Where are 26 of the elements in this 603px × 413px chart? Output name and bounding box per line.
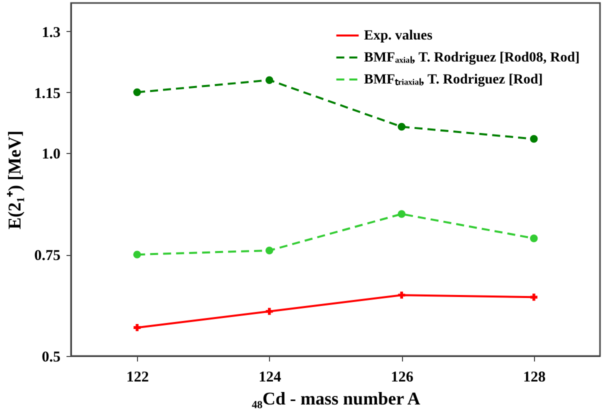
y-tick-label: 1.3	[42, 24, 60, 41]
x-tick-label: 124	[258, 370, 282, 386]
point	[398, 210, 406, 218]
y-tick-label: 0.5	[42, 350, 60, 366]
legend-label: Exp. values	[364, 28, 434, 44]
point	[398, 292, 406, 299]
y-tick-label: 1.0	[42, 146, 60, 163]
point	[266, 76, 274, 84]
legend-label: BMFₜᵣᵢₐₓᵢₐₗ, T. Rodriguez [Rod]	[364, 72, 543, 88]
point	[134, 324, 141, 332]
point	[530, 294, 538, 301]
y-tick-label: 0.75	[34, 248, 60, 264]
y-axis-title: E(2₁⁺) [MeV]	[4, 130, 24, 230]
x-tick-label: 122	[126, 370, 149, 386]
x-axis-title: ₄₈Cd - mass number A	[252, 388, 420, 408]
point	[530, 135, 538, 143]
point	[530, 234, 538, 242]
y-tick-label: 1.15	[34, 86, 60, 102]
point	[133, 250, 141, 258]
point	[133, 88, 141, 96]
legend-label: BMFₐₓᵢₐₗ, T. Rodriguez [Rod08, Rod]	[364, 50, 580, 66]
point	[398, 122, 406, 131]
x-tick-label: 128	[523, 370, 546, 386]
point	[266, 246, 274, 254]
point	[266, 308, 273, 315]
x-tick-label: 126	[390, 370, 414, 386]
